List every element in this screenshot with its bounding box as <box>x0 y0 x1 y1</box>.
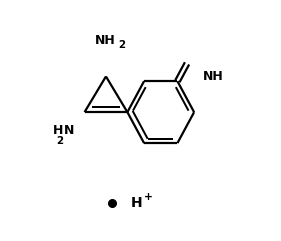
Text: 2: 2 <box>56 136 63 146</box>
Text: N: N <box>64 124 75 137</box>
Text: H: H <box>53 124 63 137</box>
Text: NH: NH <box>94 34 115 47</box>
Text: +: + <box>144 192 153 202</box>
Text: 2: 2 <box>118 40 125 50</box>
Text: H: H <box>131 196 142 210</box>
Text: NH: NH <box>202 70 223 83</box>
